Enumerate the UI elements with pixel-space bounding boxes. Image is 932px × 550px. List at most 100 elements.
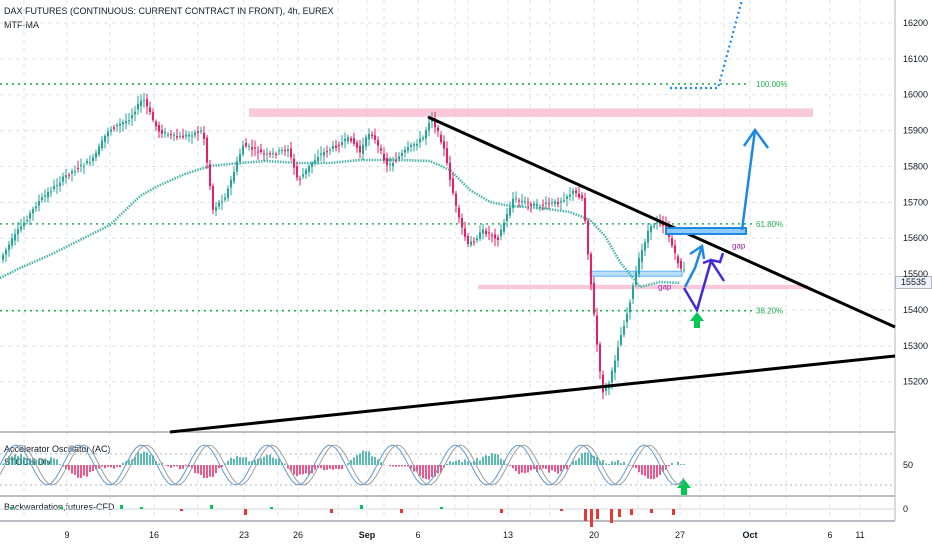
ac-bar xyxy=(239,457,241,465)
candle-body xyxy=(332,146,334,149)
candle-body xyxy=(671,238,673,246)
ac-bar xyxy=(656,465,658,478)
ac-bar xyxy=(41,459,43,465)
candle-body xyxy=(278,150,280,152)
ac-bar xyxy=(137,452,139,465)
backwardation-bar xyxy=(618,509,621,517)
ac-bar xyxy=(254,460,256,465)
ac-bar xyxy=(278,458,280,465)
candle-body xyxy=(419,138,421,143)
ac-bar xyxy=(284,463,286,465)
backwardation-bar xyxy=(210,505,213,509)
ac-bar xyxy=(149,454,151,465)
ac-bar xyxy=(419,465,421,476)
candle-body xyxy=(176,136,178,138)
ac-bar xyxy=(50,457,52,465)
candle-body xyxy=(308,166,310,172)
candle-body xyxy=(125,120,127,124)
candle-body xyxy=(554,201,556,204)
ac-bar xyxy=(59,464,61,465)
candle-body xyxy=(410,145,412,147)
candle-body xyxy=(101,140,103,149)
candle-body xyxy=(494,234,496,239)
ac-bar xyxy=(314,465,316,470)
ac-bar xyxy=(596,456,598,465)
candle-body xyxy=(128,120,130,122)
ac-bar xyxy=(473,461,475,465)
candle-body xyxy=(368,133,370,140)
candle-body xyxy=(89,162,91,164)
blue-breakout-box xyxy=(665,227,747,235)
candle-body xyxy=(467,235,469,244)
candle-body xyxy=(209,164,211,187)
ac-bar xyxy=(464,459,466,465)
x-tick-label: 11 xyxy=(855,530,864,540)
ac-bar xyxy=(536,465,538,473)
ac-bar xyxy=(542,465,544,469)
candle-body xyxy=(395,160,397,162)
x-tick-label: 20 xyxy=(589,530,599,540)
candle-body xyxy=(62,176,64,182)
ac-bar xyxy=(422,465,424,479)
ac-bar xyxy=(65,465,67,470)
ac-bar xyxy=(563,465,565,469)
ac-bar xyxy=(527,465,529,473)
candles xyxy=(2,92,685,400)
candle-body xyxy=(521,200,523,203)
ac-bar xyxy=(23,457,25,465)
candle-body xyxy=(167,134,169,136)
candle-body xyxy=(149,107,151,113)
y-tick-label: 15900 xyxy=(903,126,928,136)
ac-bar xyxy=(104,465,106,469)
ac-bar xyxy=(236,456,238,465)
x-tick-label: 23 xyxy=(239,530,249,540)
ac-bar xyxy=(128,460,130,465)
backwardation-bar xyxy=(400,509,403,513)
candle-body xyxy=(635,272,637,285)
y-tick-label: 16000 xyxy=(903,90,928,100)
gap-label-right: gap xyxy=(732,241,746,250)
ac-bar xyxy=(245,457,247,465)
candle-body xyxy=(140,100,142,107)
x-tick-label: 26 xyxy=(293,530,303,540)
ac-bar xyxy=(68,465,70,471)
candle-body xyxy=(53,185,55,189)
ac-bar xyxy=(302,465,304,475)
candle-body xyxy=(44,195,46,197)
candle-body xyxy=(182,135,184,138)
candle-body xyxy=(632,285,634,299)
ac-bar xyxy=(410,465,412,469)
candle-body xyxy=(602,374,604,393)
ac-bar xyxy=(95,465,97,470)
candle-body xyxy=(275,154,277,156)
candle-body xyxy=(290,148,292,158)
candle-body xyxy=(260,149,262,152)
ac-bar xyxy=(683,464,685,465)
ac-bar xyxy=(398,465,400,467)
candle-body xyxy=(488,232,490,234)
candle-body xyxy=(38,201,40,206)
candle-body xyxy=(572,190,574,194)
ac-bar xyxy=(269,454,271,465)
candle-body xyxy=(638,258,640,275)
ac-bar xyxy=(500,458,502,465)
ac-bar xyxy=(209,465,211,477)
ac-bar xyxy=(191,465,193,469)
candle-body xyxy=(77,168,79,170)
stoch-k-line xyxy=(0,444,685,486)
candle-body xyxy=(365,137,367,147)
backwardation-indicator-label[interactable]: Backwardation,futures-CFD xyxy=(4,502,115,512)
ac-indicator-label[interactable]: Accelerator Oscillator (AC) xyxy=(4,444,111,454)
candle-body xyxy=(455,193,457,206)
ac-bar xyxy=(53,458,55,465)
candle-body xyxy=(485,230,487,235)
candle-body xyxy=(593,282,595,314)
candle-body xyxy=(188,134,190,137)
candle-body xyxy=(359,145,361,153)
ac-bar xyxy=(620,463,622,465)
backwardation-bar xyxy=(330,509,333,513)
ac-bar xyxy=(440,465,442,473)
candle-body xyxy=(677,256,679,264)
candle-body xyxy=(509,207,511,216)
